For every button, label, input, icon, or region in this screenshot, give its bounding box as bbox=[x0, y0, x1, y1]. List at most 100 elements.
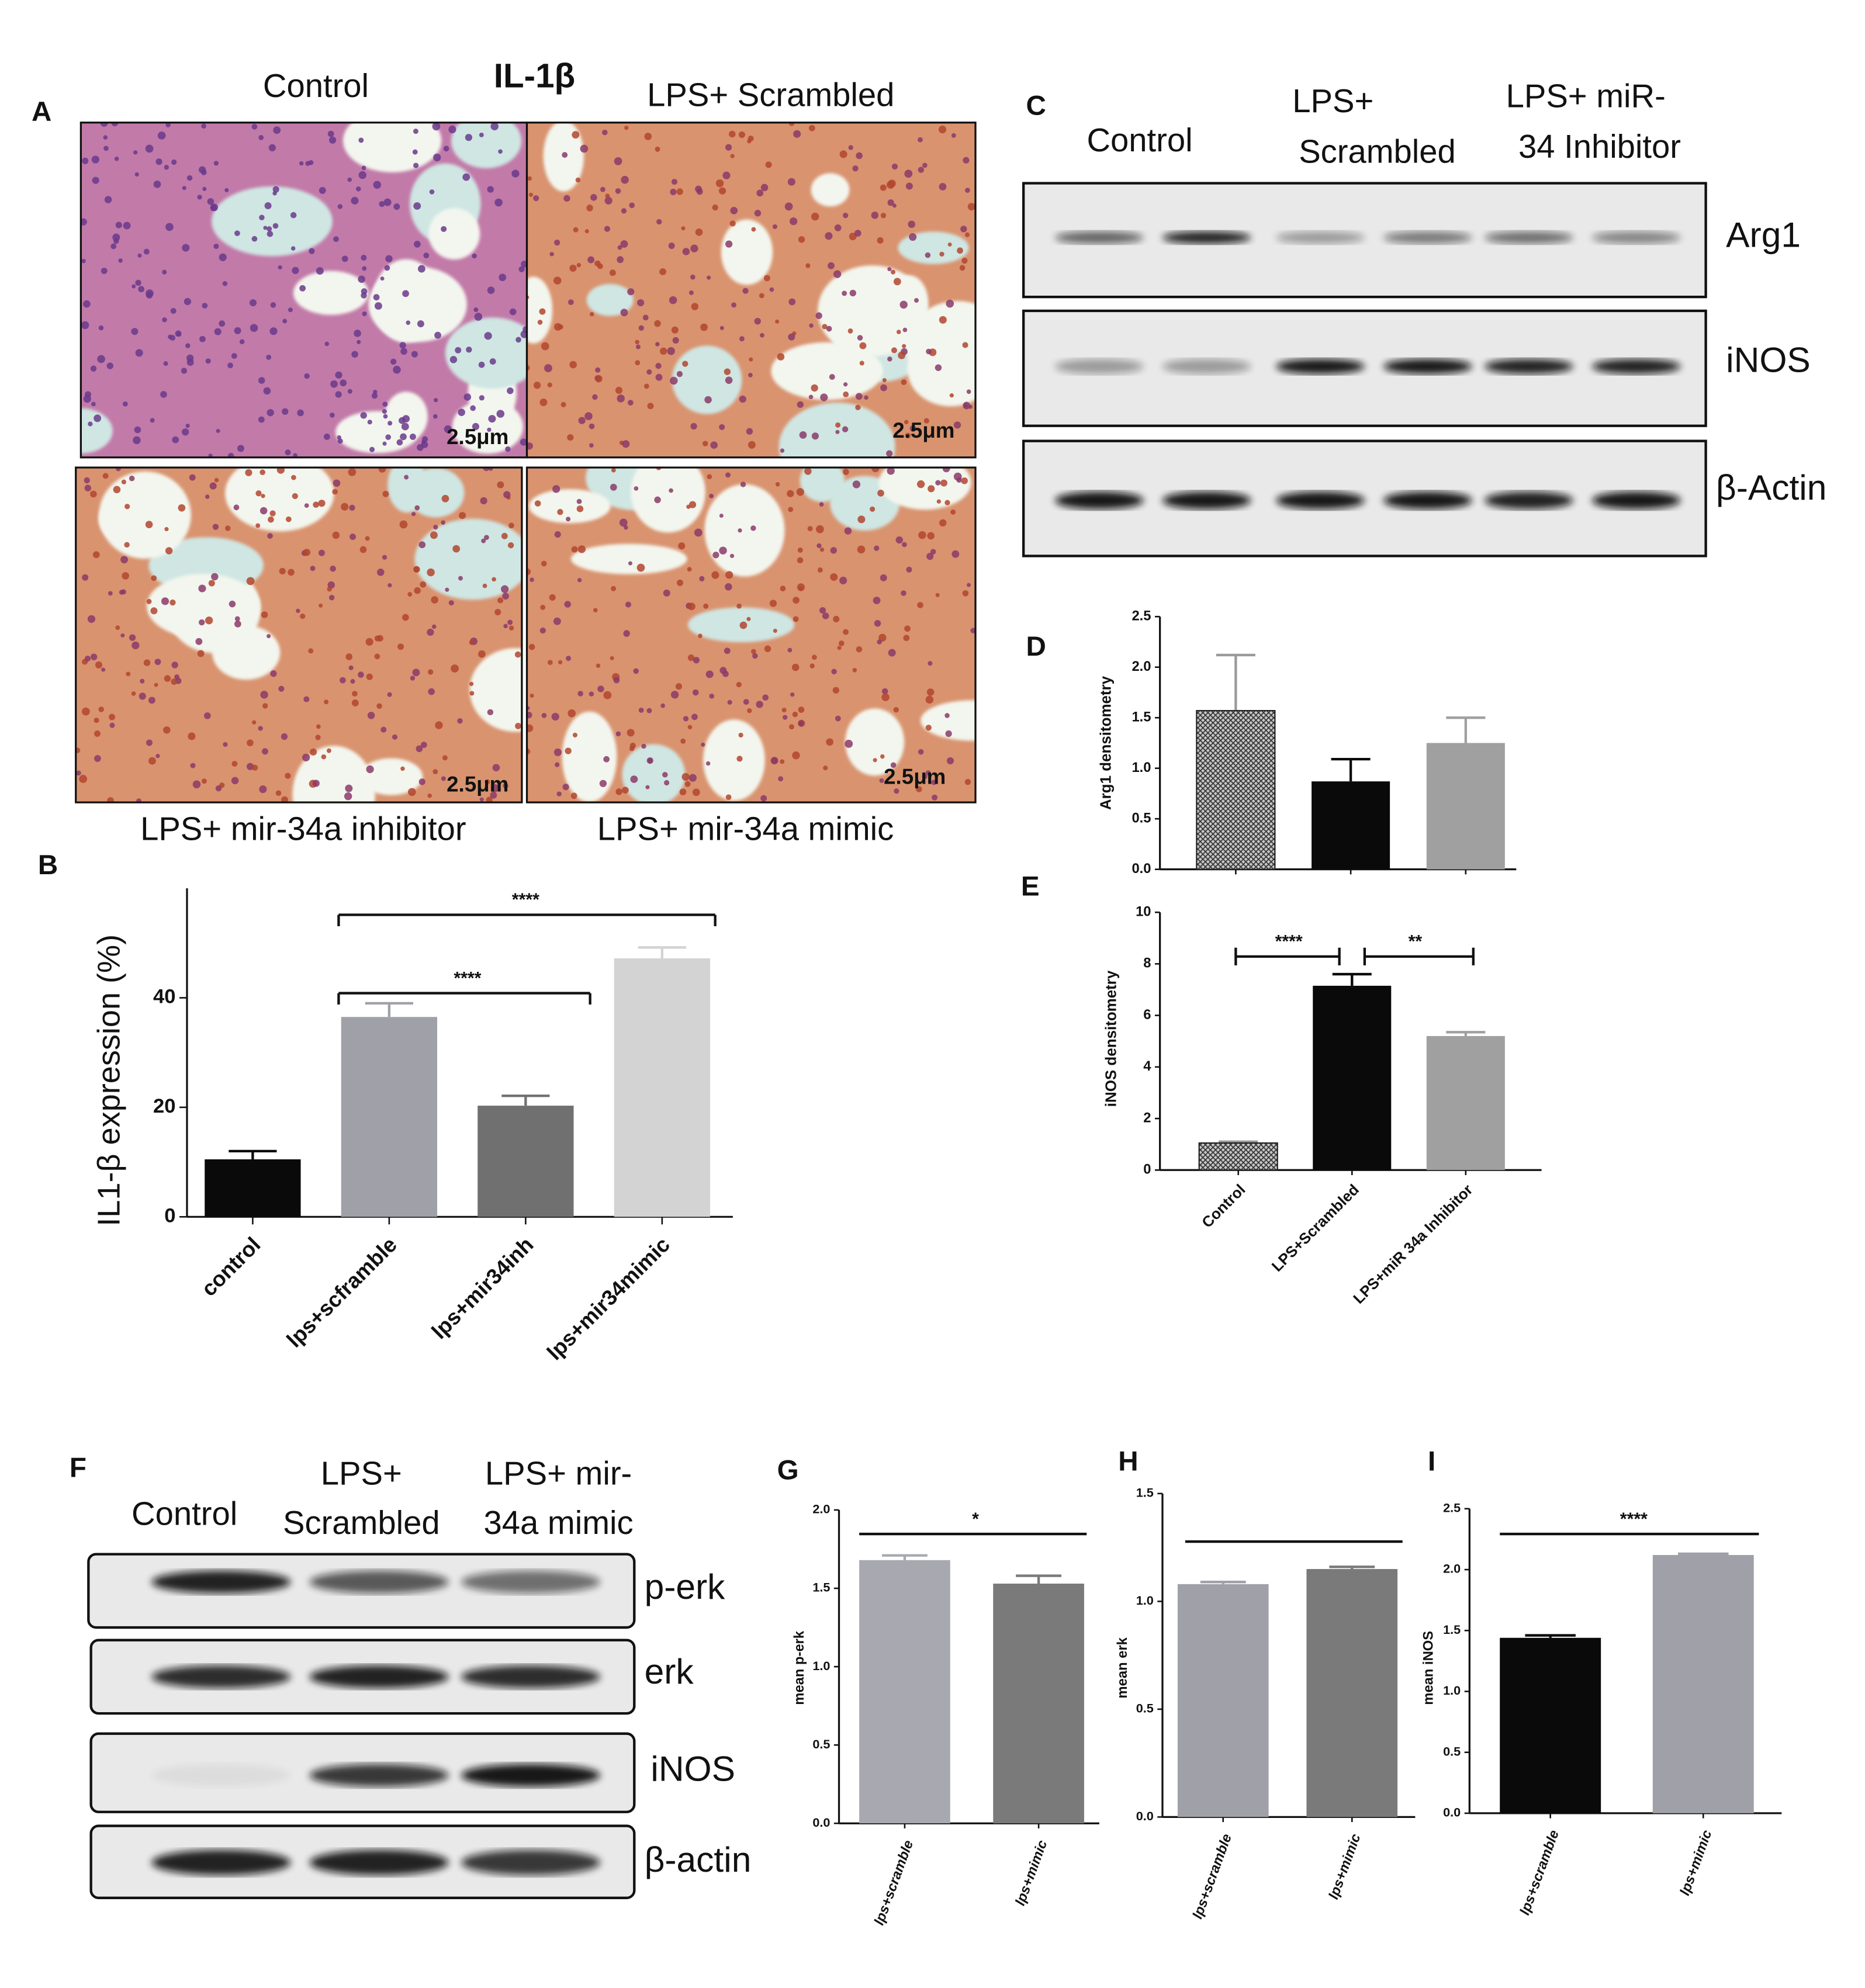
histology-image bbox=[525, 122, 977, 459]
nucleus bbox=[760, 333, 764, 338]
nucleus bbox=[932, 794, 938, 801]
nucleus bbox=[617, 245, 622, 250]
nucleus bbox=[109, 722, 115, 728]
nucleus bbox=[414, 240, 421, 248]
nucleus bbox=[633, 668, 639, 674]
nucleus bbox=[292, 493, 298, 500]
band bbox=[1162, 359, 1251, 375]
nucleus bbox=[449, 356, 458, 363]
nucleus bbox=[728, 130, 736, 138]
nucleus bbox=[324, 341, 330, 347]
nucleus bbox=[94, 414, 102, 422]
nucleus bbox=[589, 423, 595, 430]
nucleus bbox=[541, 713, 547, 718]
nucleus bbox=[819, 547, 825, 552]
nucleus bbox=[595, 367, 601, 373]
alveolus bbox=[528, 489, 611, 524]
nucleus bbox=[172, 436, 179, 444]
nucleus bbox=[266, 354, 272, 360]
alveolus bbox=[898, 231, 969, 264]
nucleus bbox=[722, 171, 731, 179]
nucleus bbox=[636, 563, 645, 572]
nucleus bbox=[690, 274, 696, 280]
nucleus bbox=[970, 628, 976, 633]
nucleus bbox=[341, 255, 348, 262]
nucleus bbox=[855, 404, 861, 411]
nucleus bbox=[441, 776, 446, 781]
nucleus bbox=[374, 653, 380, 660]
nucleus bbox=[684, 781, 691, 787]
nucleus bbox=[903, 635, 910, 642]
nucleus bbox=[433, 524, 438, 530]
nucleus bbox=[881, 693, 890, 701]
nucleus bbox=[691, 714, 698, 721]
nucleus bbox=[660, 347, 667, 355]
nucleus bbox=[537, 320, 543, 325]
nucleus bbox=[418, 541, 426, 549]
bar bbox=[1198, 1142, 1278, 1171]
nucleus bbox=[413, 202, 421, 210]
nucleus bbox=[428, 688, 435, 695]
nucleus bbox=[660, 703, 665, 708]
nucleus bbox=[564, 601, 571, 608]
band bbox=[309, 1570, 449, 1594]
nucleus bbox=[880, 574, 887, 581]
nucleus bbox=[344, 792, 352, 801]
nucleus bbox=[392, 734, 398, 740]
nucleus bbox=[278, 265, 282, 270]
nucleus bbox=[318, 549, 325, 556]
nucleus bbox=[379, 201, 385, 207]
nucleus bbox=[918, 167, 924, 173]
nucleus bbox=[815, 312, 822, 319]
nucleus bbox=[411, 351, 418, 358]
nucleus bbox=[87, 615, 96, 623]
nucleus bbox=[586, 205, 593, 212]
histology-image bbox=[75, 466, 523, 803]
nucleus bbox=[281, 733, 288, 740]
nucleus bbox=[648, 758, 653, 763]
nucleus bbox=[549, 252, 554, 257]
nucleus bbox=[925, 725, 932, 731]
nucleus bbox=[94, 755, 101, 762]
nucleus bbox=[762, 694, 769, 701]
nucleus bbox=[81, 321, 89, 330]
nucleus bbox=[547, 382, 552, 387]
nucleus bbox=[373, 294, 380, 301]
nucleus bbox=[163, 726, 171, 734]
nucleus bbox=[769, 287, 774, 292]
nucleus bbox=[308, 160, 314, 165]
nucleus bbox=[316, 267, 324, 275]
nucleus bbox=[129, 634, 136, 641]
nucleus bbox=[590, 194, 597, 201]
nucleus bbox=[255, 523, 261, 528]
histology-label: LPS+ Scrambled bbox=[647, 76, 894, 113]
nucleus bbox=[769, 600, 777, 607]
nucleus bbox=[916, 480, 925, 489]
bar bbox=[614, 958, 711, 1217]
nucleus bbox=[619, 518, 628, 527]
nucleus bbox=[604, 226, 611, 232]
nucleus bbox=[670, 691, 679, 699]
nucleus bbox=[399, 520, 408, 529]
y-tick-label: 0.5 bbox=[1132, 810, 1151, 826]
nucleus bbox=[323, 433, 330, 440]
nucleus bbox=[121, 479, 127, 484]
nucleus bbox=[890, 762, 897, 768]
nucleus bbox=[805, 263, 811, 268]
nucleus bbox=[635, 360, 641, 366]
alveolus bbox=[562, 711, 617, 802]
nucleus bbox=[668, 243, 675, 250]
bar bbox=[1312, 781, 1390, 870]
nucleus bbox=[255, 490, 262, 497]
nucleus bbox=[699, 576, 705, 581]
y-tick-label: 1.5 bbox=[1136, 1485, 1154, 1500]
significance-label: ** bbox=[1409, 932, 1423, 951]
nucleus bbox=[600, 186, 605, 192]
band bbox=[1383, 231, 1472, 244]
nucleus bbox=[332, 489, 338, 495]
nucleus bbox=[292, 266, 299, 275]
lane-label: 34a mimic bbox=[484, 1504, 634, 1541]
nucleus bbox=[847, 328, 853, 334]
nucleus bbox=[938, 125, 947, 134]
nucleus bbox=[773, 628, 777, 633]
